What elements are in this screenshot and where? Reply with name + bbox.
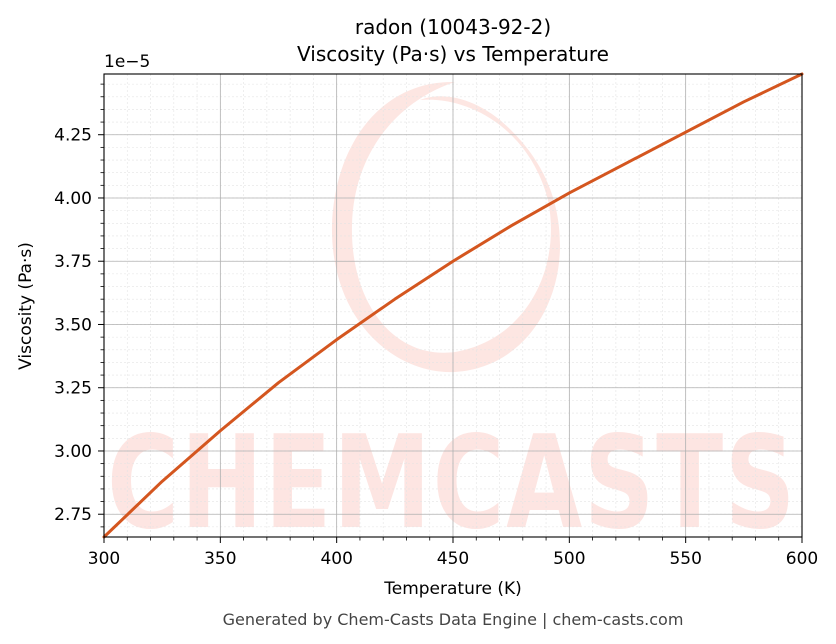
- chart-subtitle: Viscosity (Pa·s) vs Temperature: [297, 42, 609, 66]
- watermark-text: CHEMCASTS: [107, 409, 797, 558]
- x-tick-label: 350: [204, 549, 236, 569]
- grid: [103, 74, 803, 537]
- y-tick-label: 4.25: [54, 126, 92, 146]
- chemcasts-watermark: CHEMCASTS: [107, 81, 797, 558]
- y-tick-label: 3.50: [54, 315, 92, 335]
- x-tick-label: 550: [669, 549, 701, 569]
- x-axis-label: Temperature (K): [383, 579, 522, 599]
- y-tick-label: 3.00: [54, 442, 92, 462]
- y-tick-label: 2.75: [54, 505, 92, 525]
- x-tick-label: 300: [88, 549, 120, 569]
- x-tick-label: 500: [553, 549, 585, 569]
- y-tick-label: 3.75: [54, 252, 92, 272]
- y-tick-label: 3.25: [54, 379, 92, 399]
- footer-text: Generated by Chem-Casts Data Engine | ch…: [223, 610, 684, 629]
- x-tick-label: 600: [786, 549, 818, 569]
- y-offset-label: 1e−5: [104, 52, 150, 72]
- y-axis-label: Viscosity (Pa·s): [16, 242, 36, 370]
- chart-title: radon (10043-92-2): [355, 15, 551, 39]
- watermark-swirl: [331, 81, 560, 373]
- axes: 300 350 400 450 500 550 600 2.75 3.00 3.25 3.50 3.7…: [54, 73, 818, 569]
- x-tick-label: 400: [320, 549, 352, 569]
- y-tick-label: 4.00: [54, 189, 92, 209]
- plot-area: [102, 72, 804, 539]
- series-line: [102, 72, 804, 539]
- x-tick-label: 450: [437, 549, 469, 569]
